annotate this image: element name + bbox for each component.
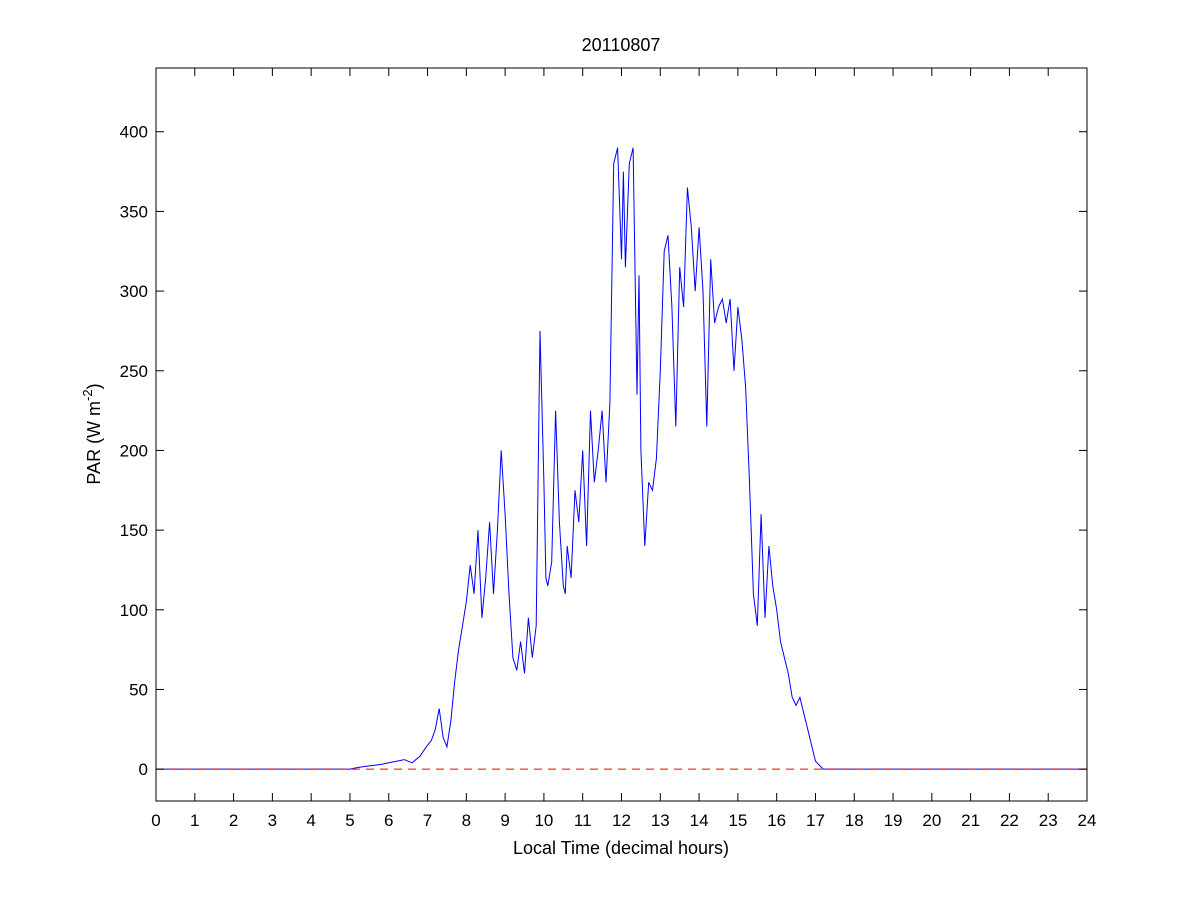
y-tick-label: 200 [120,441,148,460]
x-tick-label: 10 [534,811,553,830]
series-layer [156,147,1087,770]
y-axis-label: PAR (W m-2) [80,383,104,484]
x-tick-label: 24 [1078,811,1097,830]
x-tick-label: 17 [806,811,825,830]
y-tick-label: 0 [139,760,148,779]
y-tick-label: 50 [129,680,148,699]
x-axis-ticks: 0 1 2 3 4 5 6 7 8 9 10 11 12 13 14 15 16 17 18 19 20 21 22 23 24 [151,68,1096,830]
x-tick-label: 2 [229,811,238,830]
plot-area [156,68,1087,801]
x-axis-label: Local Time (decimal hours) [513,838,729,858]
y-axis-ticks: 0 50 100 150 200 250 300 350 400 [120,123,1087,779]
x-tick-label: 19 [884,811,903,830]
y-tick-label: 100 [120,601,148,620]
x-tick-label: 0 [151,811,160,830]
y-tick-label: 150 [120,521,148,540]
x-tick-label: 1 [190,811,199,830]
x-tick-label: 16 [767,811,786,830]
x-tick-label: 15 [728,811,747,830]
y-tick-label: 250 [120,362,148,381]
x-tick-label: 14 [690,811,709,830]
x-tick-label: 23 [1039,811,1058,830]
x-tick-label: 22 [1000,811,1019,830]
x-tick-label: 21 [961,811,980,830]
x-tick-label: 11 [574,811,592,830]
x-tick-label: 12 [612,811,631,830]
x-tick-label: 7 [423,811,432,830]
y-tick-label: 300 [120,282,148,301]
y-tick-label: 350 [120,202,148,221]
x-tick-label: 3 [268,811,277,830]
par-series-line [156,147,1087,770]
x-tick-label: 13 [651,811,670,830]
y-axis-label-main: PAR (W m [84,401,104,485]
x-tick-label: 20 [922,811,941,830]
x-tick-label: 5 [345,811,354,830]
x-tick-label: 8 [462,811,471,830]
y-axis-label-sup: -2 [80,389,95,401]
x-tick-label: 9 [500,811,509,830]
y-axis-label-close: ) [84,383,104,389]
x-tick-label: 6 [384,811,393,830]
x-tick-label: 18 [845,811,864,830]
y-tick-label: 400 [120,123,148,142]
chart-title: 20110807 [582,35,661,55]
x-tick-label: 4 [306,811,315,830]
